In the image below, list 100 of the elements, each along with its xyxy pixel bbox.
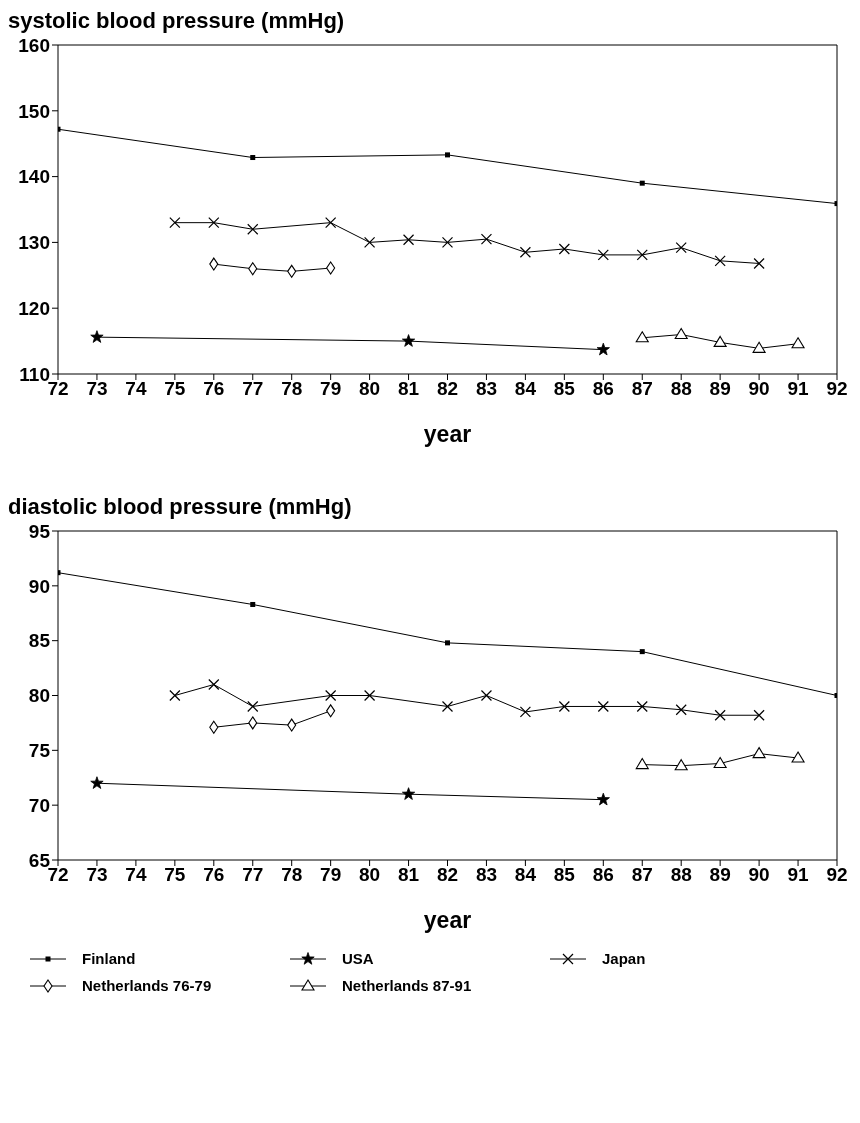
x-tick-label: 90 [748, 378, 770, 400]
legend-label: USA [342, 950, 374, 967]
point [287, 264, 297, 278]
x-tick-label: 91 [787, 864, 810, 886]
point [635, 331, 649, 343]
point [752, 341, 766, 353]
x-tick-label: 87 [631, 864, 653, 886]
point [248, 262, 258, 276]
point [445, 640, 450, 646]
y-tick-label: 70 [28, 794, 50, 816]
y-tick-label: 130 [18, 232, 50, 254]
legend-label: Netherlands 87-91 [342, 977, 472, 994]
x-tick-label: 77 [242, 378, 264, 400]
x-tick-label: 86 [592, 378, 614, 400]
point [714, 709, 726, 721]
y-tick-label: 80 [28, 685, 50, 707]
x-tick-label: 91 [787, 378, 810, 400]
x-tick-label: 74 [125, 864, 147, 886]
x-tick-label: 87 [631, 378, 653, 400]
x-tick-label: 76 [203, 864, 225, 886]
point [480, 233, 493, 245]
x-tick-label: 89 [709, 864, 731, 886]
point [597, 700, 609, 713]
point [208, 678, 220, 691]
point [675, 704, 687, 716]
point [480, 689, 493, 702]
point [519, 246, 531, 258]
point [752, 747, 766, 759]
point [250, 601, 256, 607]
point [791, 337, 805, 349]
point [753, 709, 765, 721]
point [714, 255, 726, 267]
y-tick-label: 120 [18, 297, 50, 319]
point [326, 261, 336, 275]
point [639, 649, 645, 655]
point [209, 720, 219, 734]
y-tick-label: 150 [18, 100, 50, 122]
x-tick-label: 83 [475, 378, 498, 400]
x-tick-label: 83 [475, 864, 498, 886]
point [401, 787, 416, 800]
x-tick-label: 89 [709, 378, 731, 400]
x-tick-label: 92 [826, 378, 848, 400]
line-series [58, 126, 837, 207]
point [675, 242, 687, 254]
x-tick-label: 77 [242, 864, 264, 886]
point [441, 236, 454, 248]
x-tick-label: 75 [164, 864, 186, 886]
point [90, 776, 104, 789]
x-tick-label: 81 [397, 864, 420, 886]
point [90, 330, 104, 343]
x-tick-label: 84 [514, 864, 537, 886]
x-tick-label: 85 [553, 864, 576, 886]
point [208, 217, 220, 229]
point [364, 236, 376, 248]
point [791, 751, 805, 763]
x-tick-label: 79 [320, 378, 342, 400]
x-tick-label: 74 [125, 378, 147, 400]
x-tick-label: 78 [281, 864, 303, 886]
y-tick-label: 75 [28, 740, 51, 762]
chart-title: diastolic blood pressure (mmHg) [8, 494, 353, 520]
x-axis-title: year [423, 421, 472, 447]
y-tick-label: 160 [18, 34, 50, 56]
x-tick-label: 80 [359, 864, 381, 886]
x-tick-label: 82 [436, 378, 459, 400]
point [713, 335, 727, 347]
x-tick-label: 73 [86, 378, 108, 400]
point [596, 792, 610, 806]
point [247, 223, 259, 235]
x-axis-title: year [423, 907, 472, 933]
legend-label: Japan [602, 950, 646, 967]
x-tick-label: 78 [281, 378, 303, 400]
point [596, 342, 610, 356]
y-tick-label: 90 [28, 575, 50, 597]
point [674, 759, 688, 771]
point [326, 704, 336, 718]
point [597, 249, 609, 261]
point [248, 716, 258, 730]
x-tick-label: 80 [359, 378, 381, 400]
legend-label: Finland [82, 950, 136, 967]
point [445, 152, 450, 158]
point [441, 700, 454, 713]
point [713, 756, 727, 769]
point [674, 327, 688, 340]
y-tick-label: 95 [28, 520, 51, 542]
point [519, 706, 531, 718]
point [209, 257, 219, 271]
point [169, 217, 181, 229]
x-tick-label: 81 [397, 378, 420, 400]
legend-label: Netherlands 76-79 [82, 977, 212, 994]
x-tick-label: 86 [592, 864, 614, 886]
x-tick-label: 88 [670, 864, 692, 886]
x-tick-label: 88 [670, 378, 692, 400]
point [636, 700, 648, 713]
x-tick-label: 85 [553, 378, 576, 400]
x-tick-label: 75 [164, 378, 186, 400]
x-tick-label: 90 [748, 864, 770, 886]
point [325, 689, 337, 702]
x-tick-label: 92 [826, 864, 848, 886]
point [753, 257, 765, 270]
x-tick-label: 82 [436, 864, 459, 886]
